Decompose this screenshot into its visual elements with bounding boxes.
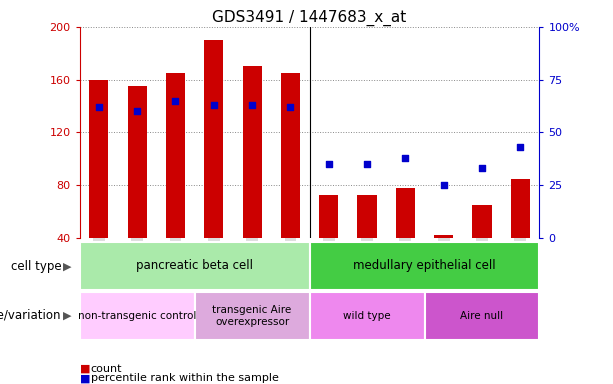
Bar bbox=[128, 86, 147, 238]
Bar bbox=[204, 40, 223, 238]
Bar bbox=[80, 242, 310, 290]
Text: cell type: cell type bbox=[10, 260, 61, 273]
Bar bbox=[434, 235, 453, 238]
Title: GDS3491 / 1447683_x_at: GDS3491 / 1447683_x_at bbox=[213, 9, 406, 25]
Text: genotype/variation: genotype/variation bbox=[0, 309, 61, 322]
Bar bbox=[243, 66, 262, 238]
Text: ▶: ▶ bbox=[63, 262, 72, 272]
Text: pancreatic beta cell: pancreatic beta cell bbox=[136, 260, 253, 272]
Bar bbox=[281, 73, 300, 238]
Point bbox=[439, 182, 449, 188]
Text: wild type: wild type bbox=[343, 311, 391, 321]
Text: count: count bbox=[91, 364, 122, 374]
Bar bbox=[195, 292, 310, 340]
Point bbox=[477, 165, 487, 171]
Bar bbox=[424, 292, 539, 340]
Point bbox=[170, 98, 180, 104]
Text: transgenic Aire
overexpressor: transgenic Aire overexpressor bbox=[213, 305, 292, 327]
Text: non-transgenic control: non-transgenic control bbox=[78, 311, 196, 321]
Point bbox=[94, 104, 104, 110]
Text: percentile rank within the sample: percentile rank within the sample bbox=[91, 373, 278, 383]
Text: ■: ■ bbox=[80, 364, 90, 374]
Point bbox=[400, 155, 410, 161]
Bar bbox=[80, 292, 195, 340]
Text: medullary epithelial cell: medullary epithelial cell bbox=[353, 260, 496, 272]
Text: ▶: ▶ bbox=[63, 311, 72, 321]
Bar bbox=[473, 205, 492, 238]
Bar bbox=[89, 79, 109, 238]
Point bbox=[247, 102, 257, 108]
Bar bbox=[310, 242, 539, 290]
Point bbox=[324, 161, 333, 167]
Bar bbox=[511, 179, 530, 238]
Bar bbox=[357, 195, 376, 238]
Point bbox=[362, 161, 372, 167]
Point bbox=[209, 102, 219, 108]
Bar bbox=[310, 292, 424, 340]
Text: ■: ■ bbox=[80, 373, 90, 383]
Point bbox=[132, 108, 142, 114]
Bar bbox=[396, 188, 415, 238]
Bar bbox=[166, 73, 185, 238]
Bar bbox=[319, 195, 338, 238]
Point bbox=[516, 144, 525, 150]
Point bbox=[286, 104, 295, 110]
Text: Aire null: Aire null bbox=[460, 311, 503, 321]
